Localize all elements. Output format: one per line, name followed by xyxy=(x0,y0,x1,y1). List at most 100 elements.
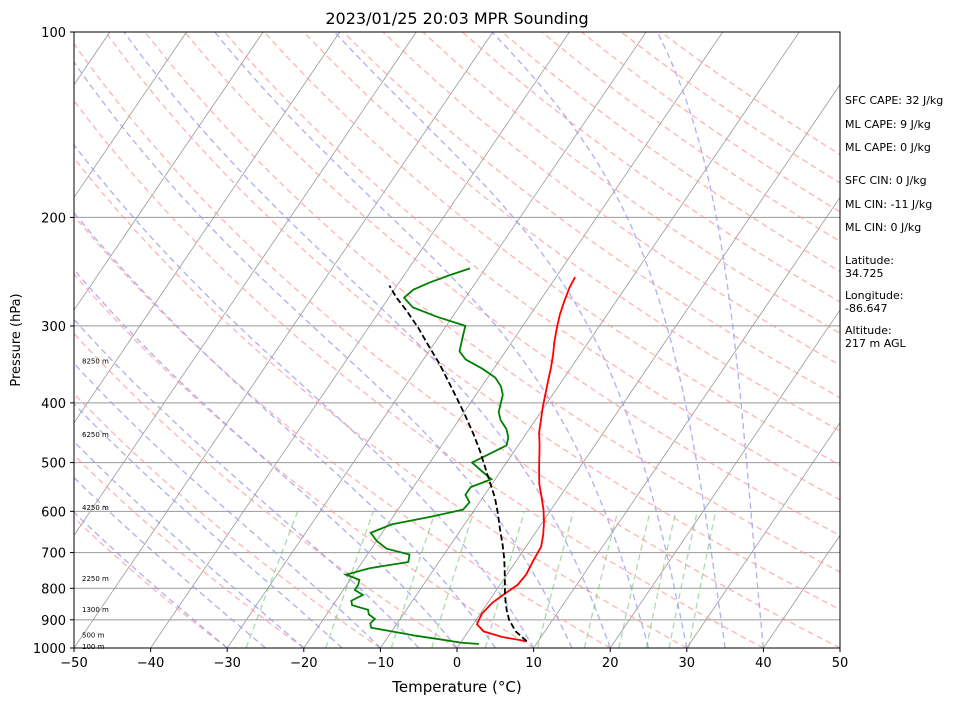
moist-adiabat-line xyxy=(74,211,496,648)
isotherm-line xyxy=(150,32,570,648)
moist-adiabat-line xyxy=(491,32,726,648)
x-tick-label: 30 xyxy=(679,656,696,671)
x-tick-label: 10 xyxy=(525,656,542,671)
ml-cin-text-1: ML CIN: -11 J/kg xyxy=(845,198,933,211)
isotherm-line xyxy=(380,32,800,648)
dry-adiabat-line xyxy=(74,156,688,648)
isotherm-line xyxy=(456,84,840,648)
moist-adiabat-line xyxy=(74,476,266,648)
x-tick-label: −40 xyxy=(137,656,164,671)
x-tick-label: −10 xyxy=(367,656,394,671)
background-lines xyxy=(74,32,840,648)
y-axis-label: Pressure (hPa) xyxy=(9,293,24,386)
y-tick-label: 1000 xyxy=(33,642,66,657)
mixing-ratio-line xyxy=(688,511,717,648)
mixing-ratio-line xyxy=(325,511,374,648)
x-tick-label: 40 xyxy=(755,656,772,671)
isotherm-line xyxy=(74,32,341,424)
moist-adiabat-line xyxy=(656,32,765,648)
mixing-ratio-line xyxy=(583,511,619,648)
moist-adiabat-line xyxy=(214,32,650,648)
isotherm-line xyxy=(533,196,840,648)
x-axis-label: Temperature (°C) xyxy=(391,678,521,696)
x-tick-label: −20 xyxy=(290,656,317,671)
mixing-ratio-line xyxy=(618,511,651,648)
plot-frame xyxy=(73,31,841,649)
longitude-block: Longitude: -86.647 xyxy=(845,289,903,315)
mixing-ratio-line xyxy=(645,511,677,648)
height-label: 1300 m xyxy=(82,606,109,614)
isotherm-line xyxy=(74,32,187,199)
dry-adiabat-line xyxy=(382,32,840,366)
isotherm-line xyxy=(74,32,494,648)
altitude-label: Altitude: xyxy=(845,324,892,337)
isotherm-line xyxy=(226,32,647,648)
mixing-ratio-line xyxy=(484,511,526,648)
dry-adiabat-line xyxy=(144,32,840,573)
dry-adiabat-line xyxy=(461,32,840,303)
mixing-ratio-line xyxy=(668,511,698,648)
isotherm-line xyxy=(763,534,840,648)
chart-title: 2023/01/25 20:03 MPR Sounding xyxy=(325,9,588,28)
dry-adiabat-line xyxy=(184,32,840,537)
x-tick-label: −50 xyxy=(60,656,87,671)
y-tick-label: 100 xyxy=(41,26,66,41)
temperature-profile xyxy=(475,276,576,643)
x-tick-label: 50 xyxy=(832,656,849,671)
moist-adiabat-line xyxy=(333,32,688,648)
height-label: 500 m xyxy=(82,632,105,640)
ml-cape-text-1: ML CAPE: 9 J/kg xyxy=(845,118,931,131)
y-axis-ticks: 100 200 300 400 500 600 700 800 900 1000 xyxy=(33,26,74,657)
dry-adiabat-line xyxy=(342,32,840,399)
isotherm-line xyxy=(609,309,840,648)
isotherm-line xyxy=(686,421,840,648)
isotherm-line xyxy=(74,32,264,311)
height-label: 4250 m xyxy=(82,504,109,512)
sfc-cin-text: SFC CIN: 0 J/kg xyxy=(845,174,927,187)
moist-adiabat-line xyxy=(74,60,573,648)
dry-adiabat-line xyxy=(74,392,381,648)
ml-cin-text-2: ML CIN: 0 J/kg xyxy=(845,221,922,234)
height-label: 2250 m xyxy=(82,575,109,583)
x-tick-label: 20 xyxy=(602,656,619,671)
y-tick-label: 200 xyxy=(41,211,66,226)
moist-adiabat-line xyxy=(74,268,458,648)
profiles xyxy=(343,267,576,645)
moist-adiabat-line xyxy=(74,440,305,648)
mixing-ratio-line xyxy=(431,511,475,648)
y-tick-label: 900 xyxy=(41,614,66,629)
latitude-block: Latitude: 34.725 xyxy=(845,254,894,280)
dry-adiabat-line xyxy=(74,516,228,648)
height-label: 6250 m xyxy=(82,431,109,439)
latitude-value: 34.725 xyxy=(845,267,884,280)
dry-adiabat-line xyxy=(74,454,305,648)
y-tick-label: 400 xyxy=(41,397,66,412)
longitude-label: Longitude: xyxy=(845,289,904,302)
y-tick-label: 600 xyxy=(41,505,66,520)
isotherm-line xyxy=(303,32,724,648)
latitude-label: Latitude: xyxy=(845,254,894,267)
sfc-cape-text: SFC CAPE: 32 J/kg xyxy=(845,94,944,107)
dry-adiabat-line xyxy=(74,214,611,648)
mixing-ratio-line xyxy=(390,511,437,648)
height-labels: 100 m 500 m 1300 m 2250 m 4250 m 6250 m 8250 m xyxy=(82,358,109,651)
height-label: 8250 m xyxy=(82,358,109,366)
moist-adiabat-line xyxy=(74,362,381,648)
dry-adiabat-line xyxy=(74,99,764,648)
height-label: 100 m xyxy=(82,643,105,651)
parcel-profile xyxy=(388,285,528,642)
altitude-block: Altitude: 217 m AGL xyxy=(845,324,906,350)
x-tick-label: −30 xyxy=(213,656,240,671)
moist-adiabat-line xyxy=(74,402,343,648)
longitude-value: -86.647 xyxy=(845,302,888,315)
dry-adiabat-line xyxy=(104,32,840,611)
moist-adiabat-line xyxy=(74,511,228,648)
y-tick-label: 300 xyxy=(41,320,66,335)
x-axis-ticks: −50 −40 −30 −20 −10 0 10 20 30 40 50 xyxy=(60,648,848,671)
mixing-ratio-line xyxy=(245,511,299,648)
x-tick-label: 0 xyxy=(453,656,461,671)
dewpoint-profile xyxy=(343,267,510,645)
moist-adiabat-line xyxy=(74,143,535,648)
dry-adiabat-line xyxy=(74,42,840,648)
